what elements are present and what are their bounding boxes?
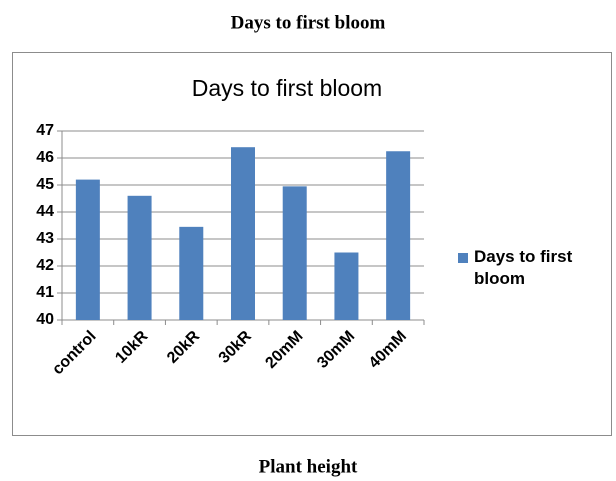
next-heading: Plant height	[259, 456, 358, 477]
bar	[179, 226, 204, 320]
legend-swatch	[458, 253, 468, 263]
chart-frame	[12, 52, 612, 436]
chart-title: Days to first bloom	[192, 75, 382, 101]
y-tick-label: 47	[36, 122, 54, 139]
legend-label: Days to first bloom	[474, 247, 573, 288]
legend-entry: Days to first bloom	[474, 247, 573, 288]
y-tick-label: 41	[36, 284, 54, 301]
bar	[386, 151, 411, 320]
bar	[334, 252, 359, 320]
bar	[282, 186, 307, 320]
y-tick-label: 44	[36, 203, 54, 220]
bar	[231, 147, 255, 320]
y-tick-label: 43	[36, 230, 54, 247]
bar	[127, 195, 152, 320]
y-tick-label: 42	[36, 257, 54, 274]
y-tick-label: 40	[36, 311, 54, 328]
y-tick-label: 45	[36, 176, 54, 193]
y-tick-label: 46	[36, 149, 54, 166]
heading: Days to first bloom	[231, 12, 386, 33]
bar	[75, 179, 100, 320]
